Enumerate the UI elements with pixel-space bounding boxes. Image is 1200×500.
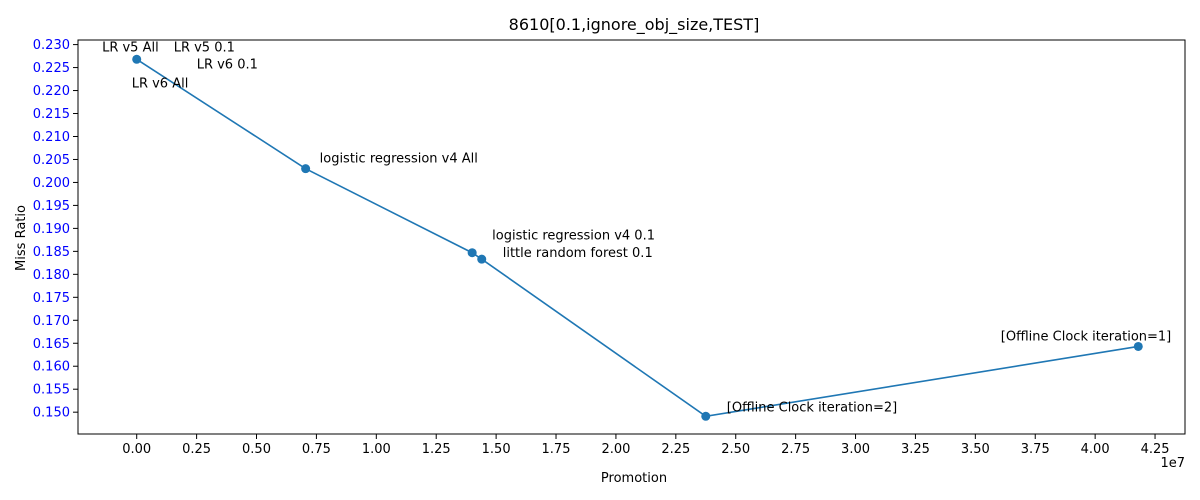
point-annotation: LR v6 All <box>132 76 189 91</box>
y-tick-label: 0.155 <box>33 383 70 398</box>
data-point <box>301 164 311 174</box>
y-tick-label: 0.225 <box>33 61 70 76</box>
y-tick-label: 0.175 <box>33 291 70 306</box>
y-tick-label: 0.200 <box>33 176 70 191</box>
y-tick-label: 0.230 <box>33 38 70 53</box>
x-tick-label: 1.25 <box>422 442 451 457</box>
y-tick-label: 0.205 <box>33 153 70 168</box>
plot-area: 0.00 0.25 0.50 0.75 1.00 1.25 1.50 1.75 2.00 2.25… <box>33 38 1186 457</box>
data-point <box>1133 341 1143 351</box>
x-tick-label: 3.00 <box>841 442 870 457</box>
y-tick-label: 0.170 <box>33 314 70 329</box>
y-tick-label: 0.160 <box>33 360 70 375</box>
y-tick-label: 0.210 <box>33 130 70 145</box>
x-tick-label: 0.75 <box>302 442 331 457</box>
point-annotation: LR v5 0.1 <box>174 40 235 55</box>
y-tick-label: 0.185 <box>33 245 70 260</box>
x-tick-label: 1.75 <box>542 442 571 457</box>
y-tick-label: 0.190 <box>33 222 70 237</box>
data-point <box>132 54 142 64</box>
x-tick-label: 4.25 <box>1141 442 1170 457</box>
y-tick-label: 0.220 <box>33 84 70 99</box>
y-tick-label: 0.180 <box>33 268 70 283</box>
x-tick-label: 2.25 <box>661 442 690 457</box>
x-tick-label: 4.00 <box>1081 442 1110 457</box>
point-annotation: logistic regression v4 0.1 <box>492 229 655 244</box>
x-tick-label: 0.25 <box>182 442 211 457</box>
point-annotation: [Offline Clock iteration=1] <box>1001 329 1171 344</box>
series-line <box>136 58 1139 418</box>
x-axis-label: Promotion <box>601 471 667 486</box>
data-point <box>701 411 711 421</box>
data-point <box>477 254 487 264</box>
chart-title: 8610[0.1,ignore_obj_size,TEST] <box>509 15 760 35</box>
y-tick-label: 0.215 <box>33 107 70 122</box>
x-tick-label: 2.00 <box>601 442 630 457</box>
x-tick-label: 1.50 <box>482 442 511 457</box>
data-point <box>467 248 477 258</box>
x-tick-label: 2.50 <box>721 442 750 457</box>
x-tick-label: 0.00 <box>122 442 151 457</box>
x-tick-label: 3.25 <box>901 442 930 457</box>
x-tick-label: 3.75 <box>1021 442 1050 457</box>
point-annotation: LR v5 All <box>102 40 159 55</box>
y-tick-label: 0.150 <box>33 406 70 421</box>
x-tick-label: 0.50 <box>242 442 271 457</box>
x-tick-label: 3.50 <box>961 442 990 457</box>
point-annotation: logistic regression v4 All <box>320 152 478 167</box>
x-tick-label: 2.75 <box>781 442 810 457</box>
x-tick-label: 1.00 <box>362 442 391 457</box>
plot-frame <box>77 39 1186 435</box>
point-annotation: little random forest 0.1 <box>503 246 653 261</box>
point-annotation: LR v6 0.1 <box>197 57 258 72</box>
point-annotation: [Offline Clock iteration=2] <box>727 400 897 415</box>
y-tick-label: 0.195 <box>33 199 70 214</box>
y-axis-label: Miss Ratio <box>14 205 29 271</box>
y-tick-label: 0.165 <box>33 337 70 352</box>
x-axis-offset-label: 1e7 <box>1160 456 1185 471</box>
